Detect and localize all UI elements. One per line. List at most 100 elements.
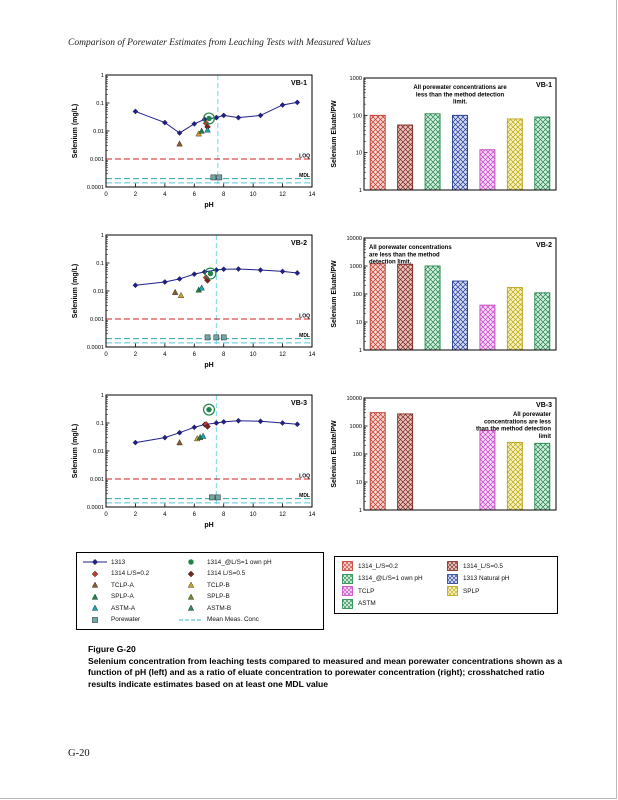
svg-text:0.01: 0.01: [93, 449, 104, 455]
legend-item-1314-l-s-0-2: 1314 L/S=0.2: [82, 569, 178, 579]
legend-item-1314-l-s-1-own-ph: 1314_@L/S=1 own pH: [341, 573, 446, 584]
svg-text:All porewater: All porewater: [513, 412, 552, 418]
legend-item-astm-a: ASTM-A: [82, 603, 178, 613]
svg-text:LOQ: LOQ: [299, 474, 310, 480]
svg-text:10: 10: [250, 512, 257, 518]
svg-text:VB-3: VB-3: [536, 402, 552, 409]
figure-label: Figure G-20: [88, 644, 136, 654]
splp-swatch-icon: [447, 586, 458, 596]
legend-item-astm: ASTM: [341, 598, 446, 609]
svg-text:2: 2: [134, 512, 138, 518]
svg-text:14: 14: [309, 192, 316, 198]
astm-a-marker-icon: [91, 604, 99, 611]
selenium-ph-chart-vb3: 1 0.1 0.01 0.001 0.0001 0 2 4 6 8 10 12 14 pH Selenium…: [68, 390, 318, 541]
svg-text:12: 12: [279, 192, 286, 198]
legend-label: TCLP: [358, 587, 375, 595]
legend-label: 1313: [111, 558, 126, 566]
svg-text:0.1: 0.1: [96, 261, 104, 267]
svg-text:1000: 1000: [350, 424, 362, 430]
svg-text:10: 10: [356, 151, 362, 157]
svg-chart-vb1-ratio: 1 10 100 1000 Selenium Eluate/PW All porewate…: [331, 76, 557, 194]
running-header: Comparison of Porewater Estimates from L…: [68, 38, 371, 48]
legend-label: 1314_L/S=0.5: [463, 562, 503, 570]
svg-text:detection limit.: detection limit.: [369, 260, 412, 266]
svg-text:0.1: 0.1: [96, 421, 104, 427]
svg-chart-vb3-ratio: 1 10 100 1000 10000 Selenium Eluate/PW All por…: [331, 396, 557, 514]
svg-text:10000: 10000: [346, 396, 362, 402]
svg-text:Selenium Eluate/PW: Selenium Eluate/PW: [331, 100, 338, 168]
legend-item-1314-l-s-0-2: 1314_L/S=0.2: [341, 561, 446, 571]
svg-text:100: 100: [353, 292, 362, 298]
1313-natural-ph-swatch-icon: [447, 573, 458, 584]
svg-text:VB-1: VB-1: [536, 82, 552, 89]
legend-item-porewater: Porewater: [82, 615, 178, 625]
svg-text:less than the method detection: less than the method detection: [416, 92, 505, 98]
legend-label: SPLP-B: [207, 593, 230, 600]
svg-text:1000: 1000: [350, 76, 362, 82]
legend-label: TCLP-A: [111, 581, 134, 589]
legend-item-splp-b: SPLP-B: [178, 592, 318, 602]
1314-l-s-0-5-swatch-icon: [447, 561, 458, 571]
svg-text:All porewater concentrations: All porewater concentrations: [369, 245, 452, 251]
legend-label: 1314 L/S=0.5: [207, 570, 246, 577]
legend-item-splp-a: SPLP-A: [82, 592, 178, 602]
legend-label: Mean Meas. Conc: [207, 616, 259, 623]
svg-text:Selenium Eluate/PW: Selenium Eluate/PW: [331, 260, 338, 328]
svg-text:12: 12: [279, 352, 286, 358]
svg-text:10: 10: [356, 480, 362, 486]
svg-text:10: 10: [356, 320, 362, 326]
figure-caption-block: Figure G-20 Selenium concentration from …: [88, 644, 566, 690]
tclp-a-marker-icon: [91, 581, 99, 588]
svg-text:1: 1: [359, 348, 362, 354]
svg-text:0: 0: [104, 512, 108, 518]
1313-marker-icon: [83, 558, 107, 566]
legend-label: TCLP-B: [207, 581, 230, 589]
svg-text:0.1: 0.1: [96, 101, 104, 107]
svg-text:6: 6: [193, 192, 197, 198]
svg-text:12: 12: [279, 512, 286, 518]
svg-text:0.001: 0.001: [90, 317, 104, 323]
svg-text:4: 4: [163, 512, 167, 518]
svg-text:4: 4: [163, 352, 167, 358]
1314-l-s-1-own-ph-marker-icon: [188, 559, 194, 565]
svg-text:8: 8: [222, 352, 226, 358]
legend-item-splp: SPLP: [446, 586, 551, 596]
svg-text:pH: pH: [204, 362, 213, 369]
svg-text:1: 1: [359, 188, 362, 194]
svg-text:0.001: 0.001: [90, 477, 104, 483]
1314-l-s-0-5-marker-icon: [187, 570, 195, 577]
1314-l-s-0-2-swatch-icon: [342, 561, 353, 571]
svg-text:1: 1: [101, 393, 104, 399]
svg-text:Selenium (mg/L): Selenium (mg/L): [72, 264, 79, 318]
svg-text:8: 8: [222, 192, 226, 198]
svg-text:MDL: MDL: [299, 173, 310, 179]
legend-item-1313: 1313: [82, 557, 178, 567]
svg-text:LOQ: LOQ: [299, 154, 310, 160]
svg-text:VB-1: VB-1: [291, 80, 307, 87]
svg-text:Selenium Eluate/PW: Selenium Eluate/PW: [331, 420, 338, 488]
splp-a-marker-icon: [91, 593, 99, 600]
svg-text:4: 4: [163, 192, 167, 198]
svg-text:2: 2: [134, 192, 138, 198]
legend-label: 1314_@L/S=1 own pH: [358, 575, 423, 582]
svg-text:0.0001: 0.0001: [87, 505, 104, 511]
legend-label: ASTM: [358, 600, 376, 607]
legend-label: 1314_L/S=0.2: [358, 562, 398, 570]
figure-caption: Selenium concentration from leaching tes…: [88, 656, 563, 689]
svg-text:100: 100: [353, 113, 362, 119]
svg-text:Selenium (mg/L): Selenium (mg/L): [72, 104, 79, 158]
legend-label: SPLP: [463, 587, 480, 595]
svg-text:10000: 10000: [346, 236, 362, 242]
legend-item-astm-b: ASTM-B: [178, 603, 318, 613]
svg-text:1: 1: [101, 233, 104, 239]
porewater-marker-icon: [92, 616, 98, 623]
svg-text:0.0001: 0.0001: [87, 345, 104, 351]
svg-text:limit: limit: [539, 434, 551, 440]
svg-text:0.01: 0.01: [93, 129, 104, 135]
page-number: G-20: [68, 748, 90, 759]
svg-text:Selenium (mg/L): Selenium (mg/L): [72, 424, 79, 478]
splp-b-marker-icon: [187, 593, 195, 600]
svg-text:MDL: MDL: [299, 333, 310, 339]
